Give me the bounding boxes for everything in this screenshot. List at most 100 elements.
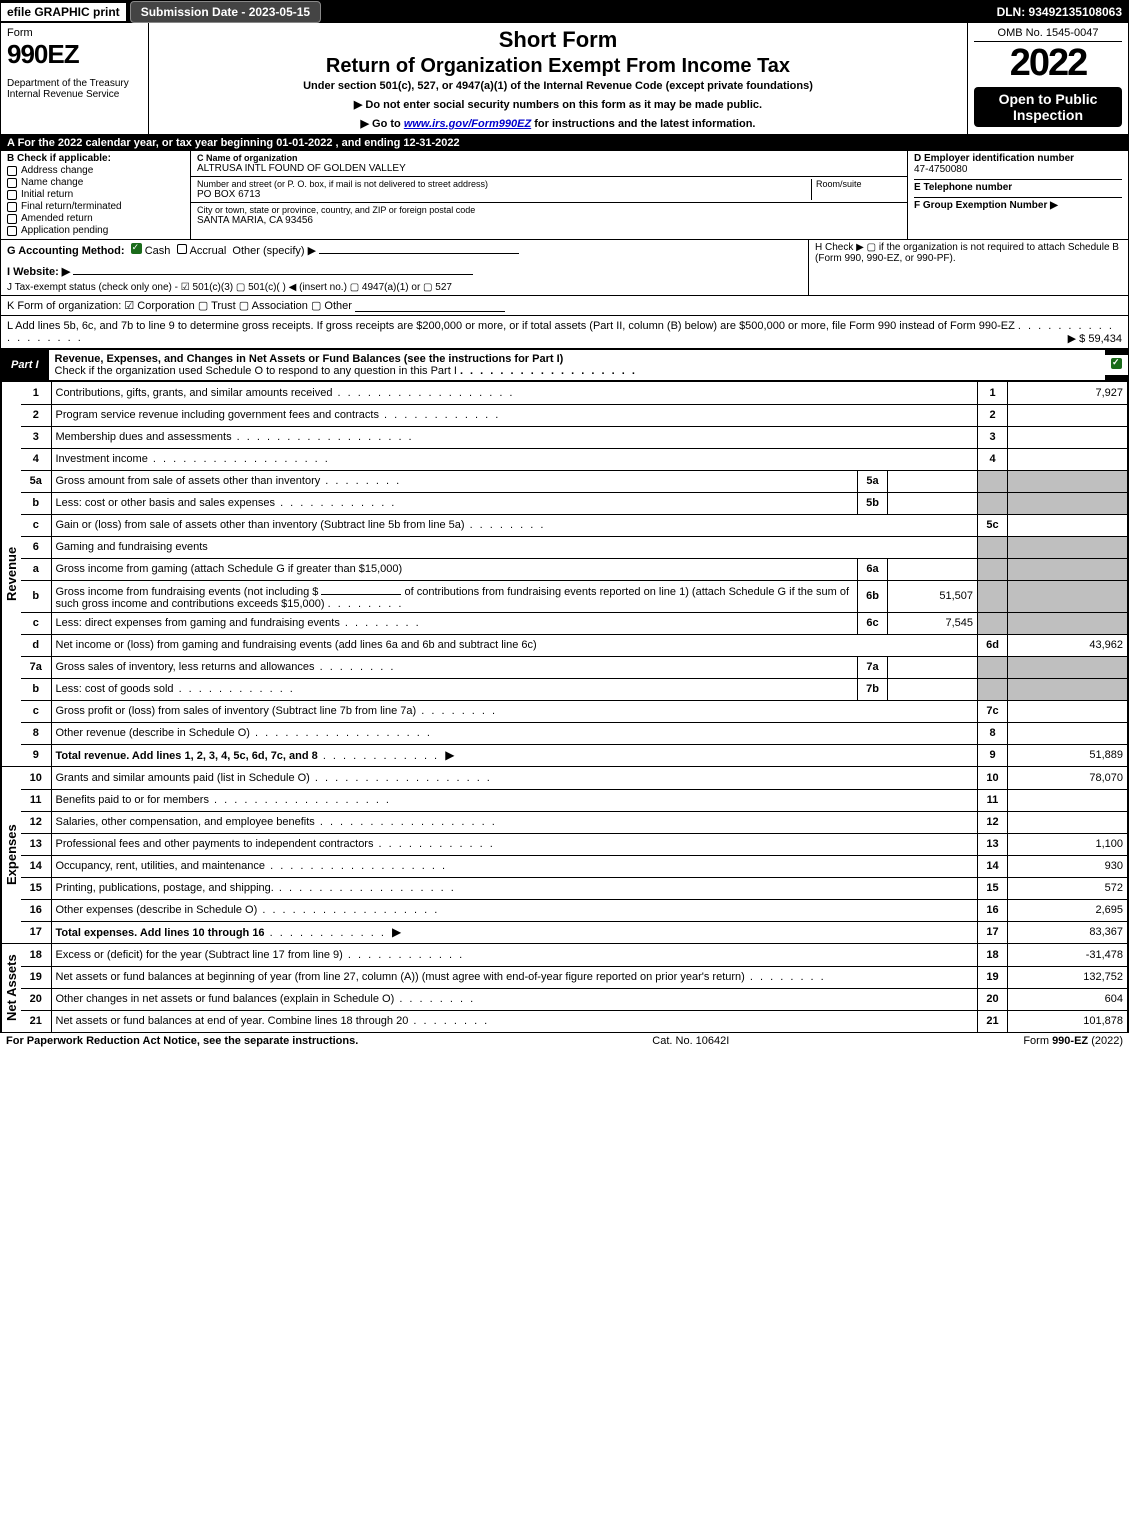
line-subval bbox=[888, 656, 978, 678]
part1-header: Part I Revenue, Expenses, and Changes in… bbox=[1, 349, 1128, 381]
chk-label: Final return/terminated bbox=[21, 201, 122, 212]
line-value: 83,367 bbox=[1008, 921, 1128, 943]
part1-subtitle: Check if the organization used Schedule … bbox=[55, 365, 457, 377]
form-title: Return of Organization Exempt From Incom… bbox=[155, 55, 961, 78]
line-num: 15 bbox=[21, 877, 51, 899]
submission-date: Submission Date - 2023-05-15 bbox=[130, 1, 321, 23]
line-num: 1 bbox=[21, 382, 51, 404]
line-4: 4 Investment income 4 bbox=[21, 448, 1128, 470]
chk-final-return[interactable]: Final return/terminated bbox=[7, 201, 184, 212]
section-b-title: B Check if applicable: bbox=[7, 153, 184, 164]
line-value: 51,889 bbox=[1008, 744, 1128, 766]
line-subnum: 6a bbox=[858, 558, 888, 580]
checkbox-icon[interactable] bbox=[177, 244, 187, 254]
line-desc: Investment income bbox=[51, 448, 978, 470]
line-desc: Excess or (deficit) for the year (Subtra… bbox=[51, 944, 978, 966]
shade-cell bbox=[978, 656, 1008, 678]
section-g: G Accounting Method: Cash Accrual Other … bbox=[1, 240, 808, 295]
form-subtitle: Under section 501(c), 527, or 4947(a)(1)… bbox=[155, 80, 961, 92]
line-desc: Gross income from gaming (attach Schedul… bbox=[51, 558, 858, 580]
line-value bbox=[1008, 448, 1128, 470]
line-subval bbox=[888, 492, 978, 514]
line-rnum: 20 bbox=[978, 988, 1008, 1010]
top-bar: efile GRAPHIC print Submission Date - 20… bbox=[1, 1, 1128, 23]
checkbox-icon bbox=[7, 214, 17, 224]
line-2: 2 Program service revenue including gove… bbox=[21, 404, 1128, 426]
form-word: Form bbox=[7, 27, 142, 39]
line-5b: b Less: cost or other basis and sales ex… bbox=[21, 492, 1128, 514]
line-rnum: 14 bbox=[978, 855, 1008, 877]
shade-cell bbox=[978, 492, 1008, 514]
section-def: D Employer identification number47-47500… bbox=[908, 151, 1128, 239]
line-5a: 5a Gross amount from sale of assets othe… bbox=[21, 470, 1128, 492]
line-subnum: 7a bbox=[858, 656, 888, 678]
k-other-field[interactable] bbox=[355, 300, 505, 312]
line-21: 21 Net assets or fund balances at end of… bbox=[21, 1010, 1128, 1032]
line-num: 12 bbox=[21, 811, 51, 833]
line-num: 14 bbox=[21, 855, 51, 877]
g-accrual: Accrual bbox=[190, 245, 227, 257]
line-num: d bbox=[21, 634, 51, 656]
chk-name-change[interactable]: Name change bbox=[7, 177, 184, 188]
header-right: OMB No. 1545-0047 2022 Open to Public In… bbox=[968, 23, 1128, 134]
g-other-field[interactable] bbox=[319, 242, 519, 254]
line-desc: Gain or (loss) from sale of assets other… bbox=[51, 514, 978, 536]
line-rnum: 19 bbox=[978, 966, 1008, 988]
section-l: L Add lines 5b, 6c, and 7b to line 9 to … bbox=[1, 316, 1128, 349]
line-desc: Benefits paid to or for members bbox=[51, 789, 978, 811]
shade-cell bbox=[1008, 470, 1128, 492]
line-num: 6 bbox=[21, 536, 51, 558]
chk-application-pending[interactable]: Application pending bbox=[7, 225, 184, 236]
open-public-badge: Open to Public Inspection bbox=[974, 87, 1122, 127]
shade-cell bbox=[978, 678, 1008, 700]
line-desc: Total expenses. Add lines 10 through 16 … bbox=[51, 921, 978, 943]
line-6b-blank[interactable] bbox=[321, 583, 401, 595]
line-rnum: 5c bbox=[978, 514, 1008, 536]
g-cash: Cash bbox=[145, 245, 171, 257]
line-13: 13 Professional fees and other payments … bbox=[21, 833, 1128, 855]
website-field[interactable] bbox=[73, 263, 473, 275]
line-3: 3 Membership dues and assessments 3 bbox=[21, 426, 1128, 448]
line-rnum: 7c bbox=[978, 700, 1008, 722]
checkbox-checked-icon[interactable] bbox=[131, 243, 142, 254]
chk-amended-return[interactable]: Amended return bbox=[7, 213, 184, 224]
line-rnum: 8 bbox=[978, 722, 1008, 744]
line-desc: Less: cost of goods sold bbox=[51, 678, 858, 700]
line-num: b bbox=[21, 580, 51, 612]
line-8: 8 Other revenue (describe in Schedule O)… bbox=[21, 722, 1128, 744]
form-number: 990EZ bbox=[7, 39, 142, 70]
line-value: 1,100 bbox=[1008, 833, 1128, 855]
line-rnum: 6d bbox=[978, 634, 1008, 656]
line-num: 19 bbox=[21, 966, 51, 988]
chk-initial-return[interactable]: Initial return bbox=[7, 189, 184, 200]
line-16: 16 Other expenses (describe in Schedule … bbox=[21, 899, 1128, 921]
efile-label: efile GRAPHIC print bbox=[1, 3, 126, 21]
line-num: 11 bbox=[21, 789, 51, 811]
line-9: 9 Total revenue. Add lines 1, 2, 3, 4, 5… bbox=[21, 744, 1128, 766]
line-rnum: 15 bbox=[978, 877, 1008, 899]
line-num: 13 bbox=[21, 833, 51, 855]
section-l-text: L Add lines 5b, 6c, and 7b to line 9 to … bbox=[7, 320, 1015, 332]
shade-cell bbox=[1008, 656, 1128, 678]
part1-title-text: Revenue, Expenses, and Changes in Net As… bbox=[55, 353, 564, 365]
dln-label: DLN: 93492135108063 bbox=[997, 5, 1128, 19]
line-value: 604 bbox=[1008, 988, 1128, 1010]
dept-label: Department of the Treasury bbox=[7, 78, 142, 89]
line-6: 6 Gaming and fundraising events bbox=[21, 536, 1128, 558]
note2-pre: ▶ Go to bbox=[361, 118, 404, 130]
shade-cell bbox=[1008, 536, 1128, 558]
chk-address-change[interactable]: Address change bbox=[7, 165, 184, 176]
section-j: J Tax-exempt status (check only one) - ☑… bbox=[7, 282, 802, 293]
line-desc: Gross profit or (loss) from sales of inv… bbox=[51, 700, 978, 722]
part1-checkbox[interactable] bbox=[1105, 354, 1128, 376]
line-desc: Professional fees and other payments to … bbox=[51, 833, 978, 855]
line-desc: Occupancy, rent, utilities, and maintena… bbox=[51, 855, 978, 877]
irs-link[interactable]: www.irs.gov/Form990EZ bbox=[404, 118, 531, 130]
chk-label: Application pending bbox=[21, 225, 108, 236]
chk-label: Amended return bbox=[21, 213, 93, 224]
line-10: 10 Grants and similar amounts paid (list… bbox=[21, 767, 1128, 789]
label-street: Number and street (or P. O. box, if mail… bbox=[197, 179, 811, 189]
line-desc: Net assets or fund balances at end of ye… bbox=[51, 1010, 978, 1032]
line-rnum: 1 bbox=[978, 382, 1008, 404]
line-num: 10 bbox=[21, 767, 51, 789]
